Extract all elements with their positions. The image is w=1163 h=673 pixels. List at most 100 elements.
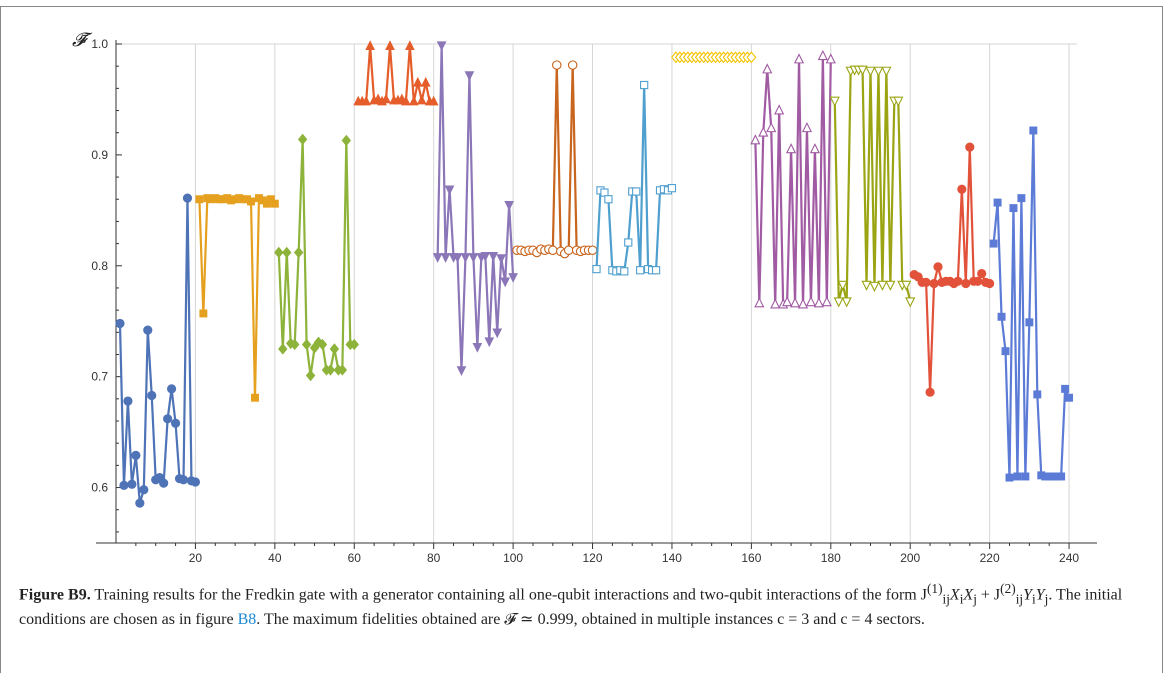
caption-sub-4: ij bbox=[1015, 591, 1024, 607]
data-point bbox=[428, 95, 439, 106]
data-point bbox=[797, 298, 809, 309]
caption-text-2: X bbox=[949, 586, 960, 604]
data-point bbox=[170, 418, 181, 428]
fidelity-chart: 20 40 60 80 100 120 140 160 180 200 220 240 0.6 0.7 0.… bbox=[72, 30, 1097, 565]
data-point bbox=[861, 280, 872, 291]
caption-text-4: + J bbox=[976, 586, 1001, 604]
data-point bbox=[921, 277, 931, 288]
data-point bbox=[341, 134, 352, 147]
caption-sub-3: j bbox=[973, 591, 977, 607]
data-point bbox=[766, 122, 777, 133]
data-point bbox=[825, 53, 836, 64]
data-point bbox=[412, 76, 423, 87]
data-point bbox=[833, 297, 844, 308]
x-tick-label-180: 180 bbox=[821, 551, 841, 565]
figure-label: Figure B9. bbox=[19, 586, 91, 604]
data-point bbox=[1065, 393, 1074, 402]
series-5 bbox=[432, 41, 518, 376]
data-point bbox=[997, 312, 1006, 321]
data-point bbox=[365, 40, 375, 50]
data-point bbox=[1033, 390, 1042, 399]
data-point bbox=[758, 126, 769, 137]
data-point bbox=[504, 201, 514, 211]
x-tick-label-220: 220 bbox=[980, 551, 1000, 565]
data-point bbox=[488, 252, 499, 262]
data-point bbox=[1001, 347, 1010, 356]
data-point bbox=[266, 195, 275, 204]
data-point bbox=[600, 188, 609, 197]
data-point bbox=[965, 142, 975, 152]
data-point bbox=[873, 66, 884, 77]
data-point bbox=[651, 266, 661, 275]
series-2 bbox=[195, 194, 279, 402]
data-point bbox=[472, 342, 483, 353]
series-line-2 bbox=[198, 197, 276, 399]
series-line-1 bbox=[118, 197, 196, 505]
data-point bbox=[893, 96, 904, 107]
chart-axes: 20 40 60 80 100 120 140 160 180 200 220 240 0.6 0.7 0.… bbox=[91, 37, 1097, 565]
data-point bbox=[337, 364, 348, 376]
data-point bbox=[305, 369, 316, 382]
caption-sub-1: ij bbox=[942, 591, 950, 607]
y-tick-label-0.8: 0.8 bbox=[91, 259, 108, 273]
data-point bbox=[877, 280, 888, 291]
data-point bbox=[793, 53, 805, 64]
data-point bbox=[329, 343, 340, 355]
data-point bbox=[925, 387, 935, 397]
data-point bbox=[774, 104, 785, 115]
caption-text-1: Training results for the Fredkin gate wi… bbox=[94, 586, 927, 604]
data-point bbox=[817, 49, 828, 61]
caption-text-5: Y bbox=[1023, 586, 1032, 604]
series-7 bbox=[592, 80, 677, 276]
data-point bbox=[821, 296, 832, 307]
data-point bbox=[500, 277, 511, 288]
data-point bbox=[905, 297, 916, 308]
data-point bbox=[293, 246, 304, 259]
series-line-4 bbox=[358, 45, 434, 103]
data-point bbox=[349, 338, 359, 351]
data-point bbox=[857, 65, 868, 76]
data-point bbox=[548, 245, 558, 256]
y-axis-label: 𝓕̄ bbox=[72, 30, 93, 51]
series-3 bbox=[274, 133, 359, 382]
data-point bbox=[408, 95, 419, 106]
data-point bbox=[317, 338, 328, 351]
data-point bbox=[667, 184, 677, 193]
chart-series bbox=[115, 40, 1074, 508]
data-point bbox=[957, 184, 967, 194]
data-point bbox=[636, 266, 645, 275]
caption-sup-4: (2) bbox=[1000, 581, 1016, 596]
data-point bbox=[195, 195, 204, 204]
figure-reference-link[interactable]: B8 bbox=[237, 610, 257, 628]
data-point bbox=[163, 414, 173, 424]
data-point bbox=[961, 278, 971, 289]
data-point bbox=[147, 390, 157, 401]
data-point bbox=[456, 366, 467, 376]
data-point bbox=[953, 276, 963, 286]
data-point bbox=[989, 239, 998, 248]
data-point bbox=[829, 96, 840, 107]
data-point bbox=[993, 198, 1002, 207]
caption-text-8: . The maximum fidelities obtained are 𝓕 … bbox=[256, 610, 925, 628]
data-point bbox=[567, 60, 578, 70]
caption-sub-6: j bbox=[1044, 591, 1049, 607]
data-point bbox=[901, 280, 912, 291]
data-point bbox=[869, 281, 880, 293]
data-point bbox=[785, 143, 797, 154]
data-point bbox=[301, 338, 312, 351]
data-point bbox=[865, 66, 876, 77]
data-point bbox=[432, 253, 443, 263]
data-point bbox=[166, 384, 177, 394]
data-point bbox=[492, 328, 503, 339]
data-point bbox=[1021, 472, 1030, 481]
data-point bbox=[297, 133, 308, 146]
data-point bbox=[282, 246, 292, 259]
data-point bbox=[131, 450, 141, 460]
series-9 bbox=[829, 65, 916, 308]
data-point bbox=[436, 41, 447, 52]
data-point bbox=[1029, 126, 1038, 135]
data-point bbox=[251, 393, 259, 402]
data-point bbox=[247, 197, 255, 206]
data-point bbox=[405, 40, 415, 50]
figure-frame-left bbox=[0, 6, 1, 673]
